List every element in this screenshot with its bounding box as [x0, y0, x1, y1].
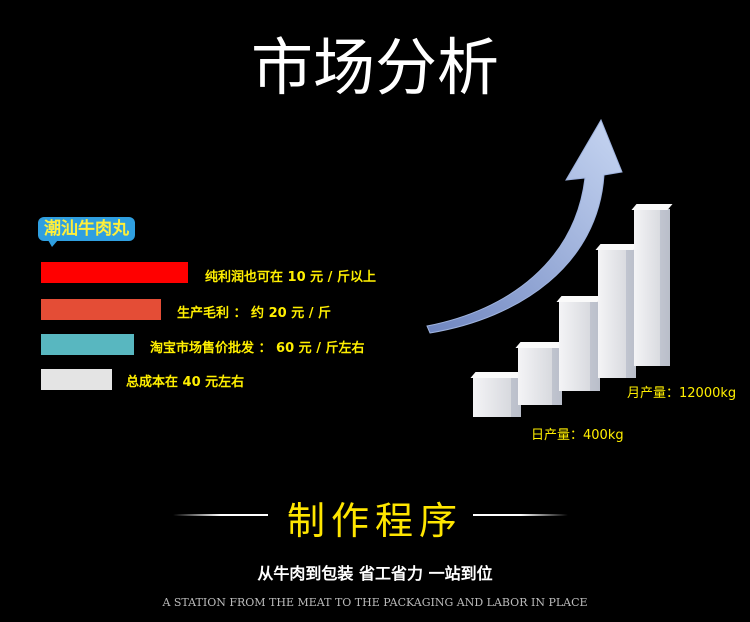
- divider-right: [473, 514, 568, 516]
- daily-output-label: 日产量：400kg: [531, 428, 624, 443]
- bar-cube-3: [559, 301, 600, 391]
- divider-left: [173, 514, 268, 516]
- label-market-price: 淘宝市场售价批发 ： 60 元 / 斤左右: [150, 341, 365, 356]
- label-gross-profit: 生产毛利 ： 约 20 元 / 斤: [177, 306, 331, 321]
- bar-net-profit: [41, 262, 188, 283]
- bar-total-cost: [41, 369, 112, 390]
- bar-cube-5: [634, 209, 670, 366]
- label-net-profit: 纯利润也可在 10 元 / 斤以上: [205, 270, 376, 285]
- label-total-cost: 总成本在 40 元左右: [126, 375, 245, 390]
- english-subtitle: A STATION FROM THE MEAT TO THE PACKAGING…: [162, 596, 588, 609]
- product-badge: 潮汕牛肉丸: [38, 217, 135, 247]
- monthly-output-label: 月产量：12000kg: [627, 386, 737, 401]
- bar-cube-2: [518, 347, 562, 405]
- page-title: 市场分析: [250, 31, 499, 104]
- bar-cube-1: [473, 377, 521, 417]
- bar-market-price: [41, 334, 134, 355]
- growth-arrow-icon: [426, 118, 623, 334]
- subtitle: 从牛肉到包装 省工省力 一站到位: [257, 564, 493, 583]
- bar-gross-profit: [41, 299, 161, 320]
- bar-cube-4: [598, 249, 636, 378]
- section-title: 制作程序: [286, 499, 463, 543]
